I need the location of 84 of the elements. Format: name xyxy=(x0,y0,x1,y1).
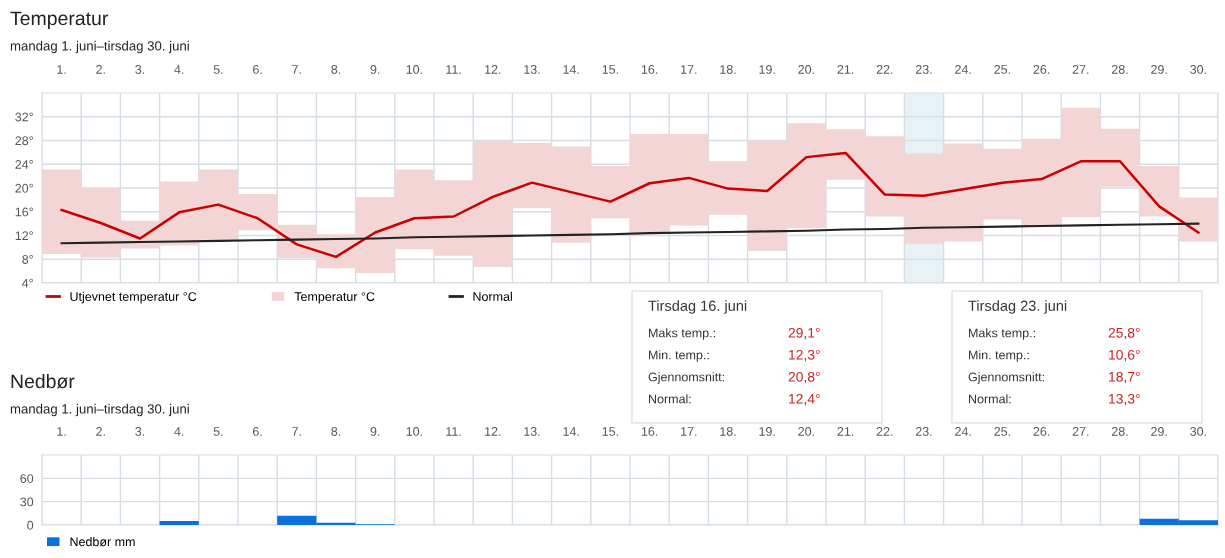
x-tick-label: 8. xyxy=(331,427,341,436)
x-tick-label: 2. xyxy=(96,427,105,436)
x-tick-label: 4. xyxy=(174,427,184,436)
x-tick-label: 23. xyxy=(915,65,932,74)
x-tick-label: 18. xyxy=(720,65,736,74)
y-tick-label: 28° xyxy=(15,136,33,146)
x-tick-label: 7. xyxy=(292,65,301,74)
x-tick-label: 15. xyxy=(602,65,618,74)
x-tick-label: 3. xyxy=(135,65,145,74)
x-tick-label: 8. xyxy=(331,65,341,74)
x-tick-label: 12. xyxy=(485,427,501,436)
x-tick-label: 12. xyxy=(485,65,501,74)
x-tick-label: 19. xyxy=(759,65,775,74)
x-tick-label: 15. xyxy=(602,427,618,436)
x-tick-label: 24. xyxy=(955,65,971,74)
x-tick-label: 11. xyxy=(446,427,461,436)
line-series xyxy=(60,151,1200,259)
x-tick-label: 9. xyxy=(370,65,380,74)
x-tick-label: 26. xyxy=(1033,427,1050,436)
x-tick-label: 13. xyxy=(524,65,540,74)
x-tick-label: 1. xyxy=(57,65,66,74)
x-tick-label: 3. xyxy=(135,427,145,436)
x-tick-label: 16. xyxy=(641,427,658,436)
y-tick-label: 16° xyxy=(15,207,33,217)
x-tick-label: 20. xyxy=(798,65,814,74)
x-tick-label: 22. xyxy=(876,427,893,436)
x-tick-label: 13. xyxy=(524,427,540,436)
y-tick-label: 12° xyxy=(15,231,33,241)
x-tick-label: 25. xyxy=(994,65,1010,74)
x-tick-label: 27. xyxy=(1072,65,1089,74)
x-tick-label: 6. xyxy=(253,427,262,436)
x-tick-label: 6. xyxy=(253,65,262,74)
x-tick-label: 17. xyxy=(681,65,697,74)
chart-subtitle: mandag 1. juni–tirsdag 30. juni xyxy=(10,40,189,54)
y-tick-label: 30 xyxy=(20,497,34,507)
x-tick-label: 17. xyxy=(681,427,697,436)
y-tick-label: 8° xyxy=(22,255,33,264)
x-tick-label: 5. xyxy=(213,65,223,74)
y-tick-label: 4° xyxy=(22,278,33,288)
x-tick-label: 4. xyxy=(174,65,184,74)
y-tick-label: 24° xyxy=(15,160,33,169)
x-tick-label: 29. xyxy=(1151,65,1167,74)
x-tick-label: 30. xyxy=(1190,427,1206,436)
x-tick-label: 14. xyxy=(563,427,579,436)
y-tick-label: 20° xyxy=(15,183,33,193)
x-tick-label: 30. xyxy=(1190,65,1206,74)
x-tick-label: 11. xyxy=(446,65,461,74)
x-tick-label: 16. xyxy=(641,65,658,74)
legend-label: Nedbør mm xyxy=(70,537,135,547)
text: Tirsdag 23. juni Maks temp.: 25,8° Min. temp.: 10,6° Gjennomsnitt: 18,7° Normal: 13,3° xyxy=(968,300,1140,406)
x-tick-label: 7. xyxy=(292,427,301,436)
x-tick-label: 27. xyxy=(1072,427,1089,436)
y-tick-label: 60 xyxy=(20,474,34,483)
x-tick-label: 28. xyxy=(1111,65,1128,74)
text: Tirsdag 16. juni Maks temp.: 29,1° Min. temp.: 12,3° Gjennomsnitt: 20,8° Normal: 12,4° xyxy=(648,300,820,406)
y-tick-label: 0 xyxy=(27,520,34,530)
x-tick-label: 22. xyxy=(876,65,893,74)
chart-subtitle: mandag 1. juni–tirsdag 30. juni xyxy=(10,403,189,417)
legend-label: Utjevnet temperatur °C xyxy=(70,291,197,304)
x-tick-label: 1. xyxy=(57,427,66,436)
line-series xyxy=(60,222,1200,245)
x-tick-label: 28. xyxy=(1111,427,1128,436)
x-tick-label: 29. xyxy=(1151,427,1167,436)
x-tick-label: 10. xyxy=(406,427,422,436)
x-tick-label: 10. xyxy=(406,65,422,74)
x-tick-label: 14. xyxy=(563,65,579,74)
x-tick-label: 18. xyxy=(720,427,736,436)
legend-label: Temperatur °C xyxy=(294,292,375,304)
x-tick-label: 5. xyxy=(213,427,223,436)
x-tick-label: 23. xyxy=(915,427,932,436)
x-tick-label: 9. xyxy=(370,427,380,436)
x-tick-label: 2. xyxy=(96,65,105,74)
legend-label: Normal xyxy=(473,291,512,301)
bar xyxy=(159,521,199,525)
x-tick-label: 21. xyxy=(837,65,854,74)
x-tick-label: 20. xyxy=(798,427,814,436)
x-tick-label: 25. xyxy=(994,427,1010,436)
x-tick-label: 26. xyxy=(1033,65,1050,74)
x-tick-label: 19. xyxy=(759,427,775,436)
y-tick-label: 32° xyxy=(15,112,33,122)
chart-title: Temperatur xyxy=(10,11,109,30)
chart-title: Nedbør xyxy=(11,373,75,389)
x-tick-label: 21. xyxy=(837,427,854,436)
x-tick-label: 24. xyxy=(955,427,971,436)
